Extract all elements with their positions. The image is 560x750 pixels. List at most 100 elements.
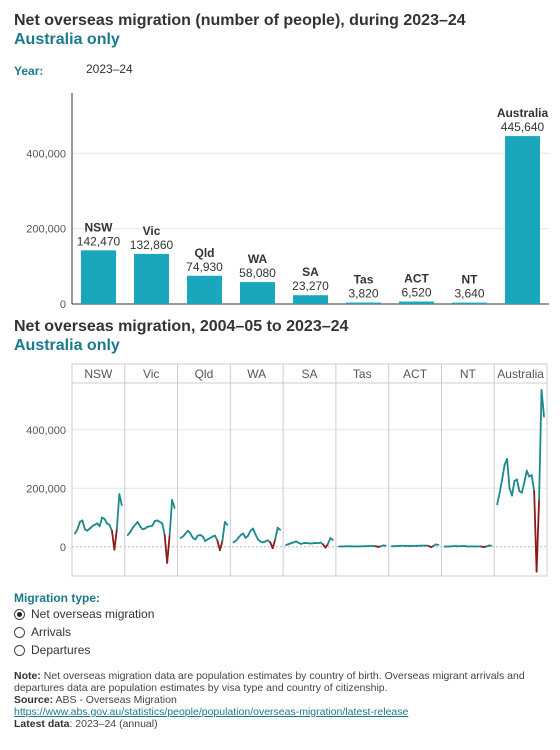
data-label: 58,080 [239,266,276,280]
source-line: Source: ABS - Overseas Migration [14,694,550,706]
y-tick-label: 400,000 [26,425,66,437]
series-segment [219,540,224,552]
series-segment [498,478,504,494]
panel-label: NSW [84,367,113,381]
radio-net-overseas-migration[interactable]: Net overseas migration [14,606,154,622]
series-segment [252,527,257,536]
series-segment [535,499,540,573]
year-value[interactable]: 2023–24 [86,62,133,76]
panel-label: SA [301,367,317,381]
series-segment [276,526,282,531]
series-segment [161,522,166,536]
series-segment [214,534,219,542]
note-text: Net overseas migration data are populati… [14,670,525,694]
panel-label: Australia [497,367,544,381]
category-label: NT [462,273,479,287]
year-label: Year: [14,64,44,78]
radio-label-arrivals: Arrivals [31,625,72,639]
category-label: Qld [195,246,215,260]
category-label: SA [302,265,319,279]
y-tick-label: 200,000 [26,224,66,236]
bar [399,301,434,304]
chart2-subtitle: Australia only [14,337,120,354]
bar [452,302,487,304]
latest-label: Latest data [14,718,70,730]
panel-label: Tas [353,367,372,381]
series-segment [327,537,332,545]
category-label: Australia [497,106,549,120]
chart2-title: Net overseas migration, 2004–05 to 2023–… [14,318,349,335]
radio-unchecked-icon[interactable] [14,626,25,638]
state-line-chart: 0 200,000 400,000 NSW Vic Qld WA SA Tas ACT NT Aust… [26,363,548,577]
series-segment [168,499,173,536]
y-tick-label: 0 [60,542,66,554]
bar [240,282,275,304]
series-segment [118,493,123,506]
series-segment [171,499,176,509]
series-segment [274,526,279,541]
latest-text: : 2023–24 (annual) [69,718,158,730]
chart1-title: Net overseas migration (number of people… [14,12,466,29]
radio-label-net: Net overseas migration [31,607,155,621]
data-label: 3,640 [454,287,484,301]
data-label: 142,470 [77,234,121,248]
series-segment [540,389,545,418]
data-label: 74,930 [186,260,223,274]
radio-unchecked-icon[interactable] [14,644,25,656]
series-segment [496,491,501,506]
y-tick-label: 400,000 [26,148,66,160]
series-segment [81,519,86,531]
series-segment [223,521,229,526]
radio-checked-icon[interactable] [14,608,25,620]
panel-label: WA [247,367,266,381]
category-label: NSW [85,220,114,234]
series-segment [523,469,528,484]
y-tick-label: 200,000 [26,483,66,495]
migration-type-label: Migration type: [14,591,100,605]
series-segment [530,474,536,493]
data-label: 3,820 [348,287,378,301]
source-text: ABS - Overseas Migration [55,694,177,706]
bar [293,295,328,304]
series-segment [98,516,103,528]
y-tick-label: 0 [60,299,66,310]
series-segment [247,529,252,537]
series-segment [271,538,277,550]
category-label: Vic [143,224,161,238]
radio-label-departures: Departures [31,643,91,657]
radio-departures[interactable]: Departures [14,642,90,658]
chart1-subtitle: Australia only [14,31,120,48]
note-line: Note: Net overseas migration data are po… [14,670,550,694]
notes-block: Note: Net overseas migration data are po… [14,670,550,730]
panel-label: Vic [143,367,159,381]
data-label: 6,520 [401,286,431,300]
radio-arrivals[interactable]: Arrivals [14,624,71,640]
series-segment [501,463,506,481]
source-label: Source: [14,694,54,706]
panel-label: NT [460,367,477,381]
data-label: 132,860 [130,238,174,252]
panel-frame [71,363,548,577]
series-segment [254,533,259,541]
series-segment [108,523,113,532]
panel-label: ACT [403,367,428,381]
series-segment [166,534,171,564]
latest-line: Latest data: 2023–24 (annual) [14,718,550,730]
source-link[interactable]: https://www.abs.gov.au/statistics/people… [14,706,409,718]
data-label: 445,640 [501,120,545,134]
bar [81,250,116,304]
panel-label: Qld [195,367,214,381]
series-segment [525,469,531,478]
category-label: WA [248,252,268,266]
data-label: 23,270 [292,279,329,293]
series-segment [506,458,511,490]
series-segment [221,521,226,542]
note-label: Note: [14,670,41,682]
series-segment [329,537,334,541]
bar [505,136,540,304]
series-segment [76,521,81,531]
series-segment [538,389,543,501]
series-segment [113,528,118,551]
series-segment [516,478,521,493]
